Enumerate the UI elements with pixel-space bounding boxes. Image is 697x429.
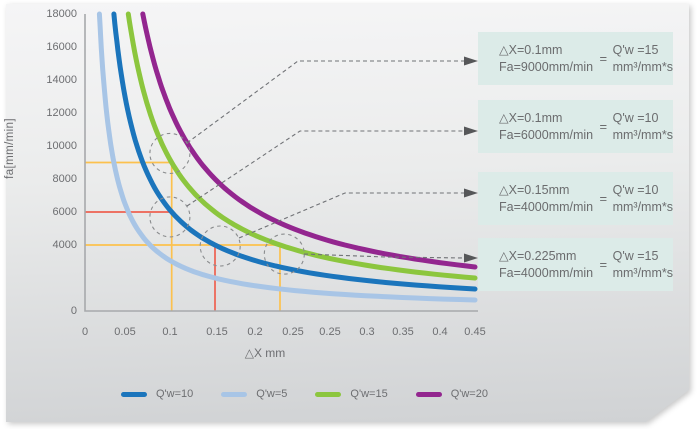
legend-swatch (315, 391, 342, 397)
legend-item-qw5: Q'w=5 (221, 388, 287, 400)
arrowhead-icon (464, 56, 478, 66)
legend-swatch (221, 391, 248, 397)
legend-swatch (415, 391, 442, 397)
legend-label: Q'w=5 (256, 388, 288, 400)
curve-Q'w=15 (125, 11, 478, 281)
annotation-box-2: △X=0.1mm Fa=6000mm/min = Q'w =10 mm³/mm*… (478, 100, 673, 153)
legend-item-qw20: Q'w=20 (415, 388, 488, 400)
connector-arrow-3 (238, 192, 466, 239)
annotation-result: Q'w =10 mm³/mm*s (613, 182, 673, 215)
annotation-fa: Fa=4000mm/min (499, 265, 594, 280)
equals-sign: = (599, 257, 608, 272)
annotation-box-3: △X=0.15mm Fa=4000mm/min = Q'w =10 mm³/mm… (478, 172, 673, 225)
y-axis-title: fa[mm/min] (4, 118, 16, 179)
annotation-box-1: △X=0.1mm Fa=9000mm/min = Q'w =15 mm³/mm*… (478, 32, 673, 85)
annotation-conditions: △X=0.1mm Fa=9000mm/min (499, 42, 597, 75)
axes-lines (84, 14, 478, 312)
legend-item-qw10: Q'w=10 (121, 388, 193, 400)
connector-arrow-4 (303, 253, 467, 259)
highlight-circle-1 (149, 132, 191, 174)
legend-label: Q'w=15 (350, 388, 388, 400)
annotation-unit: mm³/mm*s (612, 199, 673, 214)
guide-fa9000-yellow (85, 161, 173, 311)
annotation-fa: Fa=9000mm/min (499, 59, 594, 74)
equals-sign: = (599, 51, 608, 66)
arrowhead-icon (464, 253, 478, 263)
annotation-result: Q'w =10 mm³/mm*s (613, 110, 673, 143)
annotation-qw: Q'w =10 (612, 111, 659, 125)
annotation-unit: mm³/mm*s (612, 59, 673, 74)
guide-fa4000-yellow (85, 244, 281, 311)
highlight-circle-3 (199, 225, 241, 267)
annotation-qw: Q'w =15 (612, 43, 659, 57)
legend-swatch (121, 391, 147, 397)
annotation-dx: △X=0.1mm (499, 111, 563, 125)
annotation-dx: △X=0.1mm (499, 43, 563, 57)
annotation-box-4: △X=0.225mm Fa=4000mm/min = Q'w =15 mm³/m… (478, 238, 673, 291)
annotation-result: Q'w =15 mm³/mm*s (613, 42, 673, 75)
legend: Q'w=10 Q'w=5 Q'w=15 Q'w=20 (121, 388, 488, 400)
annotation-dx: △X=0.225mm (499, 249, 577, 263)
annotation-conditions: △X=0.225mm Fa=4000mm/min (499, 248, 597, 281)
annotation-conditions: △X=0.15mm Fa=4000mm/min (499, 182, 597, 215)
arrowhead-icon (464, 188, 478, 198)
annotation-unit: mm³/mm*s (612, 265, 673, 280)
connector-arrow-2 (186, 130, 466, 207)
annotation-fa: Fa=4000mm/min (499, 199, 594, 214)
legend-label: Q'w=20 (450, 388, 488, 400)
highlight-circle-2 (149, 196, 191, 238)
equals-sign: = (599, 119, 608, 134)
annotation-dx: △X=0.15mm (499, 183, 570, 197)
equals-sign: = (599, 191, 608, 206)
annotation-fa: Fa=6000mm/min (499, 127, 594, 142)
annotation-qw: Q'w =15 (612, 249, 659, 263)
curve-Q'w=5 (96, 11, 478, 303)
curve-Q'w=20 (140, 11, 478, 270)
arrowhead-icon (464, 126, 478, 136)
legend-label: Q'w=10 (156, 388, 194, 400)
annotation-unit: mm³/mm*s (612, 127, 673, 142)
x-axis-title: △X mm (244, 346, 286, 360)
legend-item-qw15: Q'w=15 (315, 388, 388, 400)
annotation-result: Q'w =15 mm³/mm*s (613, 248, 673, 281)
annotation-conditions: △X=0.1mm Fa=6000mm/min (499, 110, 597, 143)
curve-Q'w=10 (111, 11, 478, 292)
annotation-qw: Q'w =10 (612, 183, 659, 197)
